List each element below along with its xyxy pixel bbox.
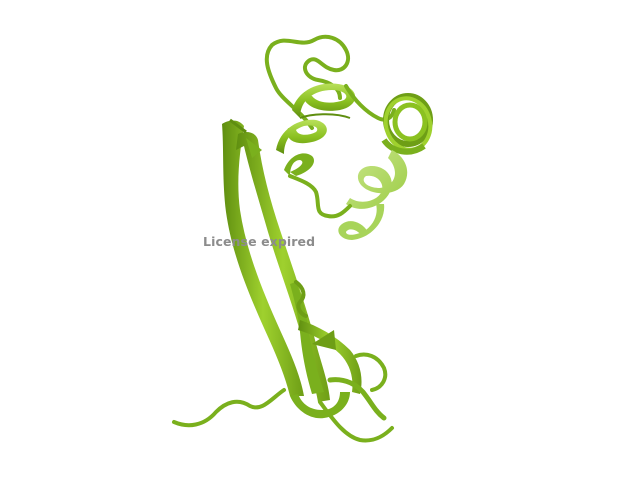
- side-loop: [354, 352, 388, 392]
- upper-helix: [276, 83, 356, 176]
- mid-loop: [294, 280, 308, 318]
- top-loop: [264, 34, 351, 130]
- helix-linker-loop: [344, 84, 396, 122]
- coiled-helix-end-on: [381, 93, 433, 155]
- beta-sheet: [222, 118, 387, 421]
- lower-helix: [338, 150, 408, 240]
- helix-to-sheet-loop: [288, 174, 352, 219]
- license-expired-watermark: License expired: [203, 234, 316, 249]
- c-terminal-loop: [318, 400, 394, 443]
- n-terminal-tail: [172, 388, 286, 428]
